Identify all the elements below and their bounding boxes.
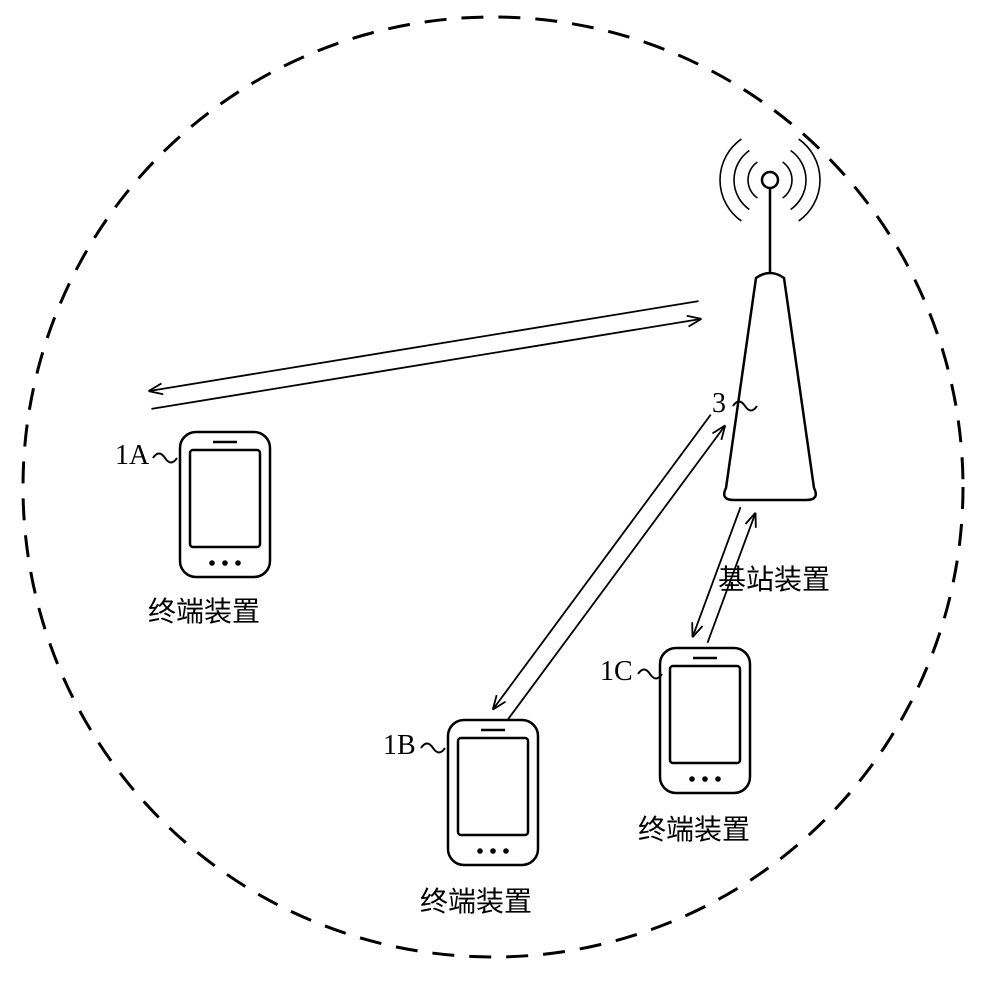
link-arrow (149, 301, 699, 391)
terminal-device (448, 720, 538, 865)
terminal-device (180, 432, 270, 577)
base-station (720, 139, 820, 500)
terminal-label: 终端装置 (638, 808, 750, 848)
reference-label: 1B (383, 730, 416, 762)
svg-layer (0, 0, 1000, 996)
terminal-label: 终端装置 (420, 880, 532, 920)
reference-label: 1A (115, 440, 149, 472)
terminal-device (660, 648, 750, 793)
reference-label: 1C (600, 656, 633, 688)
reference-squiggle (421, 744, 445, 753)
link-arrow (151, 319, 701, 409)
base-station-label: 基站装置 (718, 558, 830, 598)
terminal-label: 终端装置 (148, 590, 260, 630)
reference-squiggle (153, 454, 177, 463)
reference-squiggle (638, 670, 662, 679)
reference-label: 3 (712, 388, 726, 420)
diagram-canvas: 基站装置 3 终端装置 1A 终端装置 1B 终端装置 1C (0, 0, 1000, 996)
